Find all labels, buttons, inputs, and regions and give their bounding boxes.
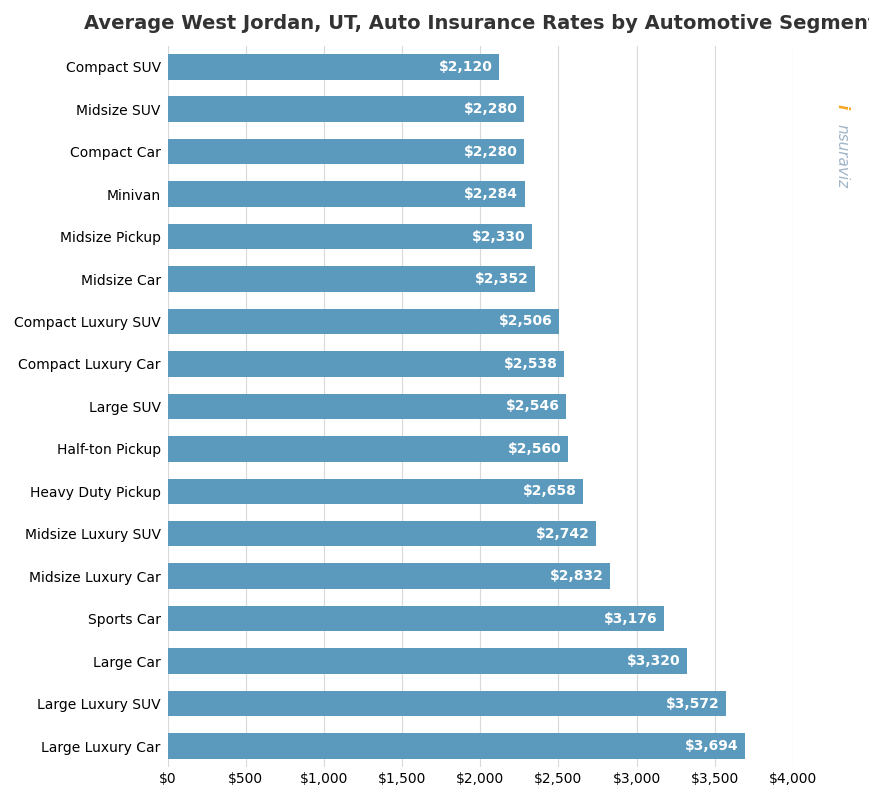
Bar — [168, 691, 725, 716]
Text: $3,320: $3,320 — [626, 654, 680, 668]
Bar — [168, 351, 564, 377]
Title: Average West Jordan, UT, Auto Insurance Rates by Automotive Segment: Average West Jordan, UT, Auto Insurance … — [83, 14, 869, 33]
Text: $3,176: $3,176 — [603, 612, 657, 626]
Bar — [168, 394, 565, 419]
Bar — [168, 606, 663, 631]
Text: $2,832: $2,832 — [549, 570, 603, 583]
Bar — [168, 521, 595, 546]
Bar — [168, 182, 524, 207]
Text: $2,330: $2,330 — [471, 230, 525, 243]
Text: $3,572: $3,572 — [665, 697, 719, 710]
Bar — [168, 97, 523, 122]
Text: $2,742: $2,742 — [535, 526, 589, 541]
Text: $2,284: $2,284 — [464, 187, 518, 201]
Text: $2,352: $2,352 — [474, 272, 528, 286]
Bar — [168, 648, 686, 674]
Bar — [168, 139, 523, 165]
Bar — [168, 309, 559, 334]
Text: $2,560: $2,560 — [507, 442, 561, 456]
Text: $2,280: $2,280 — [463, 102, 517, 116]
Bar — [168, 734, 744, 758]
Bar — [168, 224, 531, 250]
Text: $2,506: $2,506 — [499, 314, 553, 329]
Text: $2,120: $2,120 — [438, 60, 492, 74]
Bar — [168, 478, 582, 504]
Text: $2,538: $2,538 — [504, 357, 557, 371]
Text: $2,280: $2,280 — [463, 145, 517, 158]
Text: i: i — [833, 104, 849, 110]
Bar — [168, 436, 567, 462]
Text: nsuraviz: nsuraviz — [833, 124, 849, 188]
Bar — [168, 54, 499, 79]
Bar — [168, 563, 609, 589]
Bar — [168, 266, 534, 292]
Text: $3,694: $3,694 — [685, 739, 738, 753]
Text: $2,658: $2,658 — [522, 484, 576, 498]
Text: $2,546: $2,546 — [505, 399, 559, 414]
